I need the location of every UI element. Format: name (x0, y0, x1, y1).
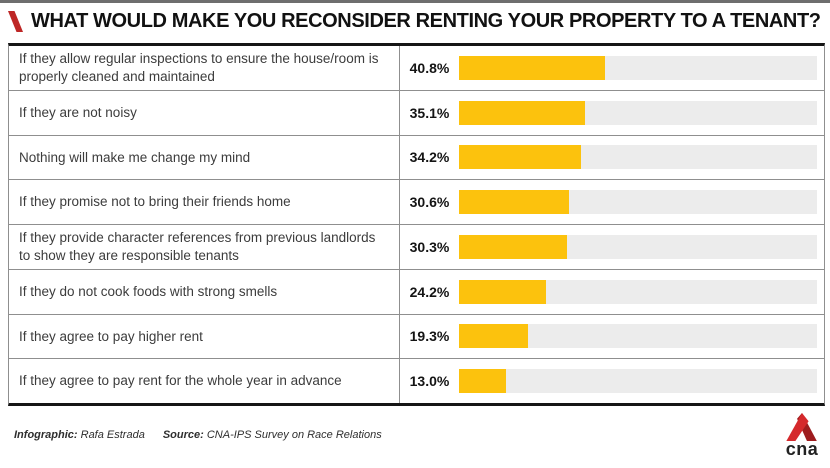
row-value-label: 40.8% (409, 59, 450, 76)
infographic-label: Infographic: (14, 429, 78, 441)
row-value-label: 35.1% (409, 104, 450, 121)
page-title: WHAT WOULD MAKE YOU RECONSIDER RENTING Y… (31, 10, 821, 32)
infographic-credit: Infographic: Rafa Estrada (14, 429, 145, 441)
row-label: If they are not noisy (9, 90, 400, 135)
table-row: Nothing will make me change my mind 34.2% (9, 135, 824, 181)
row-bar-cell (459, 359, 824, 403)
bar-track (459, 369, 817, 394)
row-bar-cell (459, 136, 824, 180)
row-bar-cell (459, 46, 824, 90)
bar-fill (459, 55, 606, 80)
bar-fill (459, 100, 585, 125)
top-accent-strip (0, 0, 830, 3)
cna-logo-text: cna (785, 439, 819, 459)
row-value-label: 13.0% (409, 373, 450, 390)
cna-logo: cna (781, 413, 823, 458)
bar-fill (459, 234, 568, 259)
row-label: If they provide character references fro… (9, 225, 400, 269)
bar-track (459, 190, 817, 215)
footer-credits: Infographic: Rafa Estrada Source: CNA-IP… (14, 429, 382, 441)
bar-table: If they allow regular inspections to ens… (8, 43, 825, 406)
table-row: If they are not noisy 35.1% (9, 90, 824, 136)
bar-track (459, 324, 817, 349)
bar-track (459, 55, 817, 80)
bar-track (459, 145, 817, 170)
row-value-label: 24.2% (409, 283, 450, 300)
cna-logo-icon (786, 413, 817, 441)
table-row: If they promise not to bring their frien… (9, 180, 824, 225)
red-slash-icon (8, 10, 23, 32)
row-label: If they agree to pay rent for the whole … (9, 359, 400, 403)
row-bar-cell (459, 91, 824, 135)
row-bar-cell (459, 315, 824, 359)
table-row: If they provide character references fro… (9, 225, 824, 270)
bar-fill (459, 145, 582, 170)
source-label: Source: (162, 429, 204, 441)
bar-track (459, 234, 817, 259)
bar-track (459, 100, 817, 125)
bar-fill (459, 279, 546, 304)
row-value-label: 30.3% (409, 238, 450, 255)
bar-fill (459, 369, 506, 394)
table-row: If they allow regular inspections to ens… (9, 46, 824, 91)
source-credit: Source: CNA-IPS Survey on Race Relations (163, 429, 382, 441)
table-row: If they do not cook foods with strong sm… (9, 269, 824, 315)
row-label: If they do not cook foods with strong sm… (9, 269, 400, 314)
row-label: If they promise not to bring their frien… (9, 180, 400, 224)
header: WHAT WOULD MAKE YOU RECONSIDER RENTING Y… (8, 9, 821, 33)
row-label: If they agree to pay higher rent (9, 314, 400, 359)
row-bar-cell (459, 225, 824, 269)
table-row: If they agree to pay higher rent 19.3% (9, 314, 824, 360)
bar-track (459, 279, 817, 304)
row-label: If they allow regular inspections to ens… (9, 46, 400, 90)
row-bar-cell (459, 180, 824, 224)
row-bar-cell (459, 270, 824, 314)
bar-fill (459, 190, 569, 215)
row-value-label: 30.6% (409, 194, 450, 211)
row-value-label: 19.3% (409, 328, 450, 345)
infographic-value: Rafa Estrada (80, 429, 145, 441)
source-value: CNA-IPS Survey on Race Relations (206, 429, 382, 441)
bar-fill (459, 324, 529, 349)
row-label: Nothing will make me change my mind (9, 135, 400, 180)
table-row: If they agree to pay rent for the whole … (9, 359, 824, 403)
row-value-label: 34.2% (409, 149, 450, 166)
